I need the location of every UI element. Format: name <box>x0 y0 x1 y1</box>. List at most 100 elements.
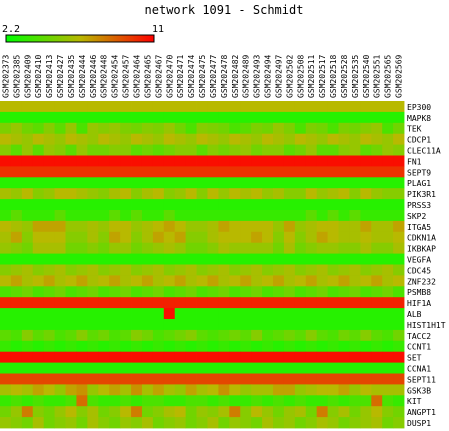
heatmap-cell <box>327 384 339 396</box>
heatmap-cell <box>21 384 34 396</box>
heatmap-cell <box>371 188 383 200</box>
heatmap-cell <box>316 373 328 385</box>
heatmap-cell <box>21 297 34 309</box>
heatmap-cell <box>87 242 99 254</box>
heatmap-cell <box>240 340 252 353</box>
heatmap-cell <box>131 111 143 124</box>
heatmap-cell <box>109 253 121 265</box>
heatmap-cell <box>294 319 307 331</box>
heatmap-cell <box>251 177 263 189</box>
heatmap-cell <box>87 406 99 418</box>
heatmap-cell <box>294 122 307 135</box>
heatmap-cell <box>251 220 263 233</box>
heatmap-cell <box>294 101 307 113</box>
heatmap-cell <box>10 384 23 396</box>
heatmap-cell <box>327 220 339 233</box>
heatmap-cell <box>305 166 318 178</box>
heatmap-cell <box>360 319 372 331</box>
heatmap-cell <box>316 111 328 124</box>
heatmap-cell <box>109 155 121 167</box>
heatmap-cell <box>21 242 34 254</box>
heatmap-cell <box>98 188 110 200</box>
heatmap-cell <box>32 286 45 298</box>
heatmap-cell <box>109 177 121 189</box>
heatmap-cell <box>0 177 12 189</box>
heatmap-cell <box>141 340 154 353</box>
heatmap-cell <box>360 220 372 233</box>
heatmap-cell <box>262 297 274 309</box>
heatmap-cell <box>65 220 77 233</box>
heatmap-cell <box>316 133 328 145</box>
heatmap-cell <box>338 406 350 418</box>
heatmap-cell <box>393 242 405 254</box>
heatmap-cell <box>0 111 12 124</box>
heatmap-cell <box>251 199 263 211</box>
heatmap-cell <box>21 210 34 222</box>
heatmap-cell <box>349 308 361 320</box>
heatmap-cell <box>283 177 296 189</box>
heatmap-cell <box>141 417 154 429</box>
heatmap-cell <box>120 177 132 189</box>
heatmap-cell <box>371 166 383 178</box>
heatmap-cell <box>360 231 372 244</box>
heatmap-cell <box>0 199 12 211</box>
column-label: GSM202511 <box>307 54 316 98</box>
heatmap-cell <box>240 111 252 124</box>
heatmap-cell <box>283 220 296 233</box>
column-label: GSM202471 <box>176 54 185 98</box>
row-label: SET <box>407 354 422 363</box>
heatmap-cell <box>174 166 187 178</box>
heatmap-cell <box>65 351 77 363</box>
heatmap-cell <box>131 264 143 276</box>
heatmap-cell <box>32 253 45 265</box>
heatmap-cell <box>76 286 88 298</box>
heatmap-cell <box>338 155 350 167</box>
heatmap-cell <box>196 253 208 265</box>
heatmap-cell <box>76 395 88 407</box>
heatmap-cell <box>273 111 285 124</box>
heatmap-cell <box>65 122 77 135</box>
heatmap-cell <box>120 242 132 254</box>
heatmap-cell <box>76 210 88 222</box>
heatmap-cell <box>141 264 154 276</box>
heatmap-cell <box>120 220 132 233</box>
heatmap-cell <box>262 144 274 156</box>
heatmap-cell <box>131 231 143 244</box>
heatmap-cell <box>240 122 252 135</box>
heatmap-cell <box>393 166 405 178</box>
heatmap-cell <box>338 242 350 254</box>
heatmap-cell <box>163 177 176 189</box>
heatmap-cell <box>109 231 121 244</box>
heatmap-cell <box>174 220 187 233</box>
heatmap-cell <box>273 199 285 211</box>
heatmap-cell <box>294 155 307 167</box>
heatmap-cell <box>305 101 318 113</box>
row-label: CDC45 <box>407 266 431 275</box>
heatmap-cell <box>327 340 339 353</box>
heatmap-cell <box>196 329 208 342</box>
heatmap-cell <box>43 155 55 167</box>
heatmap-cell <box>382 406 394 418</box>
heatmap-cell <box>251 242 263 254</box>
heatmap-cell <box>163 220 176 233</box>
heatmap-cell <box>174 155 187 167</box>
heatmap-cell <box>273 297 285 309</box>
heatmap-cell <box>185 242 197 254</box>
heatmap-cell <box>207 155 219 167</box>
heatmap-cell <box>371 319 383 331</box>
heatmap-cell <box>207 188 219 200</box>
heatmap-cell <box>360 166 372 178</box>
heatmap-cell <box>273 101 285 113</box>
heatmap-cell <box>109 210 121 222</box>
heatmap-cell <box>87 199 99 211</box>
heatmap-cell <box>54 395 66 407</box>
heatmap-cell <box>54 319 66 331</box>
heatmap-cell <box>196 166 208 178</box>
heatmap-cell <box>393 253 405 265</box>
heatmap-cell <box>21 122 34 135</box>
heatmap-cell <box>109 319 121 331</box>
row-label: KIT <box>407 397 422 406</box>
heatmap-cell <box>43 351 55 363</box>
heatmap-cell <box>32 166 45 178</box>
heatmap-cell <box>349 319 361 331</box>
